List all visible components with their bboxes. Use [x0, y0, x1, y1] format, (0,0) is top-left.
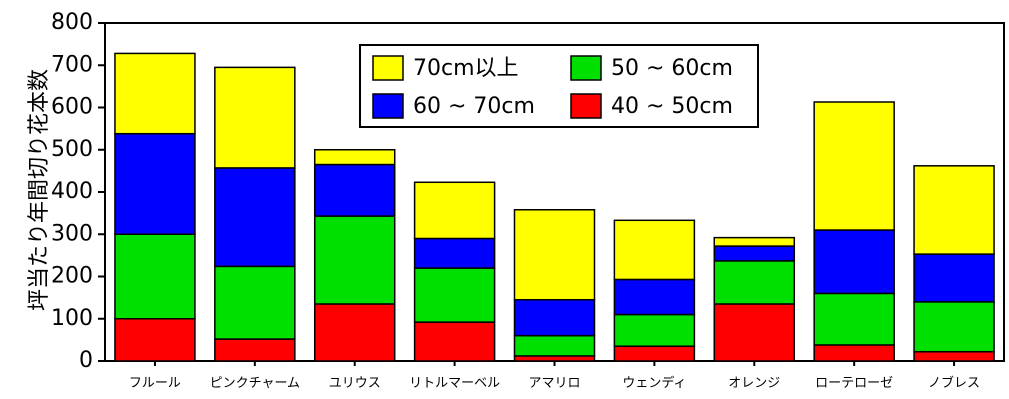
y-tick-label: 500 [51, 137, 93, 162]
y-tick-label: 600 [51, 95, 93, 120]
bar-segment [913, 165, 995, 255]
bar-segment [813, 292, 895, 346]
bar-segment [413, 267, 496, 323]
category-label: ローテローゼ [815, 376, 893, 391]
bar-segment [513, 355, 596, 362]
category-label: ユリウス [329, 376, 381, 391]
bar-segment [413, 181, 496, 240]
category-label: ピンクチャーム [210, 376, 300, 391]
bar-segment [114, 52, 196, 135]
bar-segment [913, 253, 995, 303]
bar-segment [613, 278, 696, 316]
bar-segment [214, 265, 296, 340]
bar-segment [713, 260, 796, 305]
legend-swatch [372, 55, 404, 81]
bar-segment [913, 301, 995, 353]
legend-label: 60 ~ 70cm [413, 94, 535, 119]
legend-label: 70cm以上 [413, 56, 519, 81]
legend-swatch [372, 93, 404, 119]
bar-segment [613, 345, 696, 362]
y-tick-label: 800 [51, 10, 93, 35]
bar-segment [313, 149, 396, 166]
category-label: フルール [129, 376, 181, 391]
bar-segment [114, 233, 196, 320]
category-label: リトルマーベル [409, 376, 500, 391]
category-label: オレンジ [728, 376, 780, 391]
bar-segment [813, 229, 895, 295]
legend-box [359, 44, 759, 128]
bar-segment [713, 236, 796, 247]
legend: 70cm以上 50 ~ 60cm 60 ~ 70cm 40 ~ 50cm [359, 44, 759, 128]
legend-swatch [570, 93, 602, 119]
bar-segment [214, 167, 296, 268]
bar-segment [313, 303, 396, 362]
bar-segment [114, 318, 196, 362]
bars [114, 52, 995, 362]
bar-segment [613, 219, 696, 281]
category-labels: フルール ピンクチャーム ユリウス リトルマーベル アマリロ ウェンディ オレンジ ローテロー… [129, 361, 980, 391]
legend-swatch [570, 55, 602, 81]
category-label: ノブレス [928, 375, 980, 391]
category-label: アマリロ [528, 376, 580, 391]
bar-segment [813, 101, 895, 231]
y-tick-label: 0 [79, 348, 93, 373]
bar-segment [214, 338, 296, 362]
bar-segment [513, 298, 596, 337]
y-tick-label: 400 [51, 179, 93, 204]
bar-segment [114, 132, 196, 236]
legend-label: 50 ~ 60cm [611, 56, 733, 81]
y-tick-label: 100 [51, 306, 93, 331]
bar-segment [813, 344, 895, 362]
y-tick-label: 300 [51, 221, 93, 246]
bar-segment [413, 321, 496, 362]
bar-segment [214, 66, 296, 169]
bar-segment [413, 237, 496, 269]
bar-segment [313, 215, 396, 305]
legend-label: 40 ~ 50cm [611, 94, 733, 119]
bar-segment [713, 303, 796, 362]
y-axis-label: 坪当たり年間切り花本数 [27, 69, 52, 311]
bar-segment [713, 245, 796, 262]
bar-segment [313, 163, 396, 217]
bar-segment [513, 334, 596, 357]
bar-segment [613, 313, 696, 347]
y-tick-label: 700 [51, 52, 93, 77]
bar-segment [913, 350, 995, 362]
category-label: ウェンディ [622, 375, 686, 391]
y-tick-label: 200 [51, 264, 93, 289]
bar-segment [513, 208, 596, 301]
